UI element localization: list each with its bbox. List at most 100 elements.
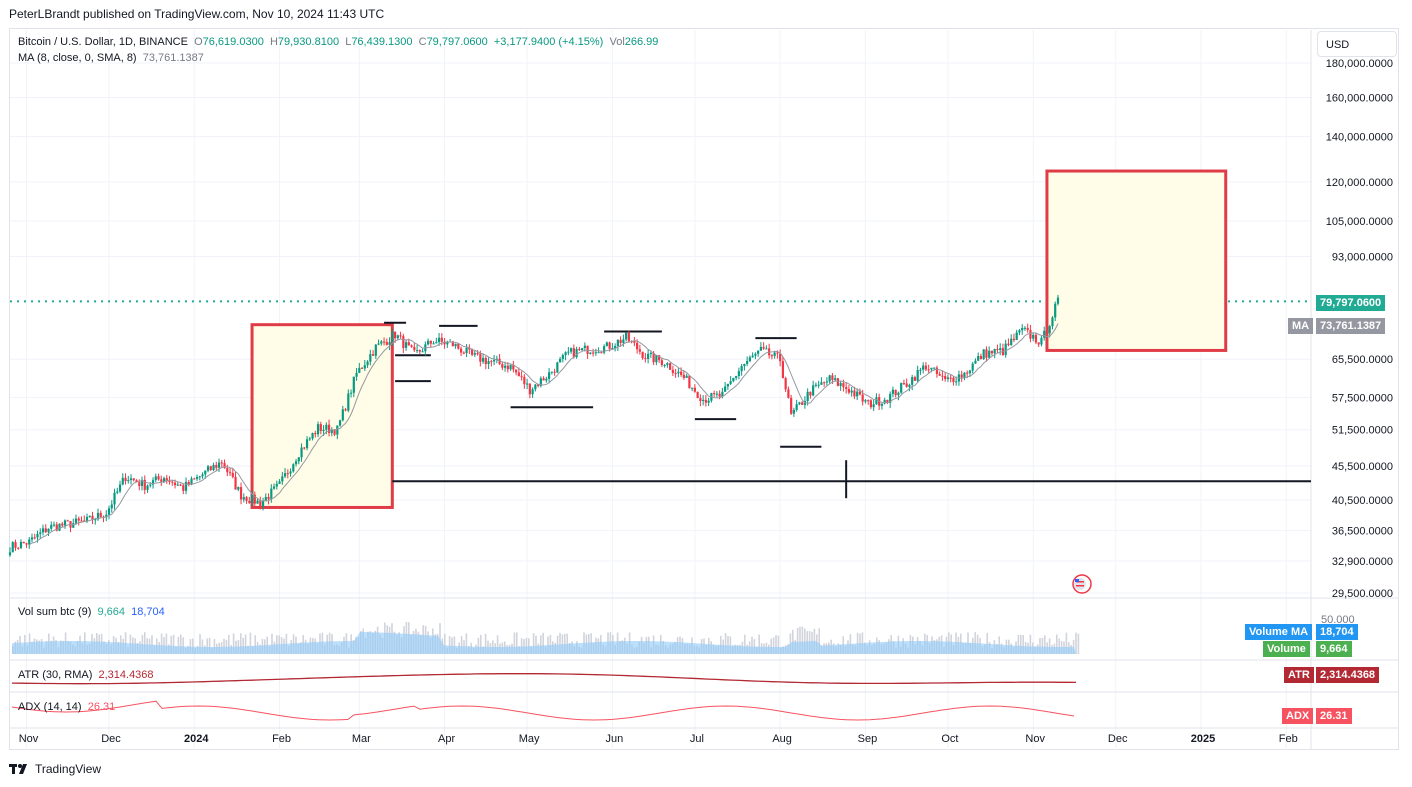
adx-legend-value: 26.31	[87, 701, 116, 713]
vol-value: 266.99	[624, 36, 659, 48]
candle-body	[154, 476, 157, 481]
candle-body	[465, 347, 468, 354]
candle-body	[294, 461, 298, 465]
candle-body	[748, 357, 751, 362]
candle-body	[955, 381, 958, 383]
volume-bar	[465, 633, 468, 654]
candle-body	[545, 378, 548, 381]
candle-body	[886, 399, 889, 403]
volume-bar	[1044, 635, 1046, 654]
volume-bar	[986, 632, 988, 654]
volume-bar	[177, 636, 180, 654]
candle-body	[831, 375, 834, 380]
candle-body	[751, 355, 754, 358]
volume-bar	[189, 639, 192, 654]
time-tick-label: Feb	[272, 733, 291, 745]
volume-bar	[513, 632, 516, 654]
candle-body	[492, 359, 496, 362]
volume-bar	[199, 634, 201, 654]
candle-body	[537, 384, 540, 386]
candle-body	[715, 393, 718, 395]
price-axis[interactable]: 180,000.0000 160,000.0000 140,000.0000 120,…	[1326, 58, 1393, 600]
candle-body	[239, 487, 243, 500]
candle-body	[531, 389, 534, 395]
candle-body	[935, 367, 939, 374]
candle-body	[982, 349, 985, 360]
candle-body	[1023, 327, 1027, 329]
candle-body	[740, 366, 743, 372]
volume-bar	[540, 635, 542, 654]
candle-body	[960, 374, 963, 378]
candle-body	[677, 371, 680, 374]
volume-bar	[542, 632, 544, 654]
candle-body	[107, 508, 111, 515]
candle-body	[861, 394, 864, 402]
candle-body	[289, 471, 292, 474]
candle-body	[911, 377, 914, 385]
candle-body	[559, 358, 562, 363]
time-tick-label: Dec	[1108, 733, 1128, 745]
candle-body	[671, 369, 674, 374]
price-tick-label: 29,500.0000	[1332, 588, 1393, 600]
candle-body	[867, 400, 870, 402]
candle-body	[118, 484, 122, 492]
currency-button[interactable]: USD	[1317, 31, 1397, 57]
candle-body	[737, 371, 740, 376]
candle-body	[669, 363, 672, 370]
candle-body	[847, 388, 851, 393]
candle-body	[190, 478, 193, 485]
candle-body	[330, 429, 333, 433]
candle-body	[611, 348, 614, 350]
candle-body	[250, 494, 254, 503]
candle-body	[652, 352, 655, 363]
candle-body	[842, 383, 845, 388]
volume-tag: Volume	[1263, 641, 1310, 657]
volume-bar	[1058, 638, 1060, 654]
volume-bar	[796, 627, 799, 654]
time-tick-label: 2025	[1191, 733, 1215, 745]
tradingview-logo[interactable]: TradingView	[9, 762, 101, 776]
candle-body	[25, 543, 28, 545]
time-axis[interactable]: Nov Dec 2024 Feb Mar Apr May Jun Jul Aug Sep Oct Nov…	[19, 733, 1298, 745]
candle-body	[66, 520, 69, 522]
chart-frame[interactable]	[9, 28, 1399, 750]
candle-body	[333, 429, 336, 435]
candle-body	[1026, 327, 1029, 331]
candle-body	[28, 539, 31, 545]
flag-stripe	[1076, 581, 1084, 583]
candle-body	[83, 520, 86, 522]
volume-bar	[271, 633, 273, 654]
candle-body	[900, 383, 903, 393]
candle-body	[11, 542, 14, 553]
candle-body	[94, 519, 97, 521]
candle-body	[894, 389, 897, 396]
price-tick-label: 93,000.0000	[1332, 252, 1393, 264]
candle-body	[757, 350, 760, 354]
candle-body	[512, 364, 515, 370]
candle-body	[685, 375, 688, 378]
volume-bar	[724, 633, 727, 654]
candle-body	[707, 400, 710, 403]
candle-body	[85, 516, 89, 521]
candle-body	[209, 466, 212, 471]
candle-body	[718, 393, 721, 397]
candle-body	[509, 364, 512, 370]
volume-bar	[151, 635, 153, 654]
candle-body	[801, 402, 804, 405]
candle-body	[182, 485, 185, 491]
candle-body	[729, 381, 732, 384]
volume-ma-legend-value: 18,704	[131, 606, 165, 618]
candle-body	[388, 342, 391, 345]
candle-body	[8, 552, 12, 556]
highlight-rectangle	[250, 323, 394, 509]
us-flag-event-icon[interactable]	[1072, 574, 1092, 594]
candle-body	[993, 349, 996, 354]
candle-body	[927, 369, 930, 371]
adx-value-badge: 26.31	[1316, 708, 1352, 724]
candle-body	[127, 480, 130, 482]
candle-body	[721, 391, 724, 397]
candle-body	[666, 363, 669, 365]
drawing-annotations[interactable]	[10, 169, 1311, 509]
volume-axis-label: 50.000	[1321, 614, 1355, 626]
